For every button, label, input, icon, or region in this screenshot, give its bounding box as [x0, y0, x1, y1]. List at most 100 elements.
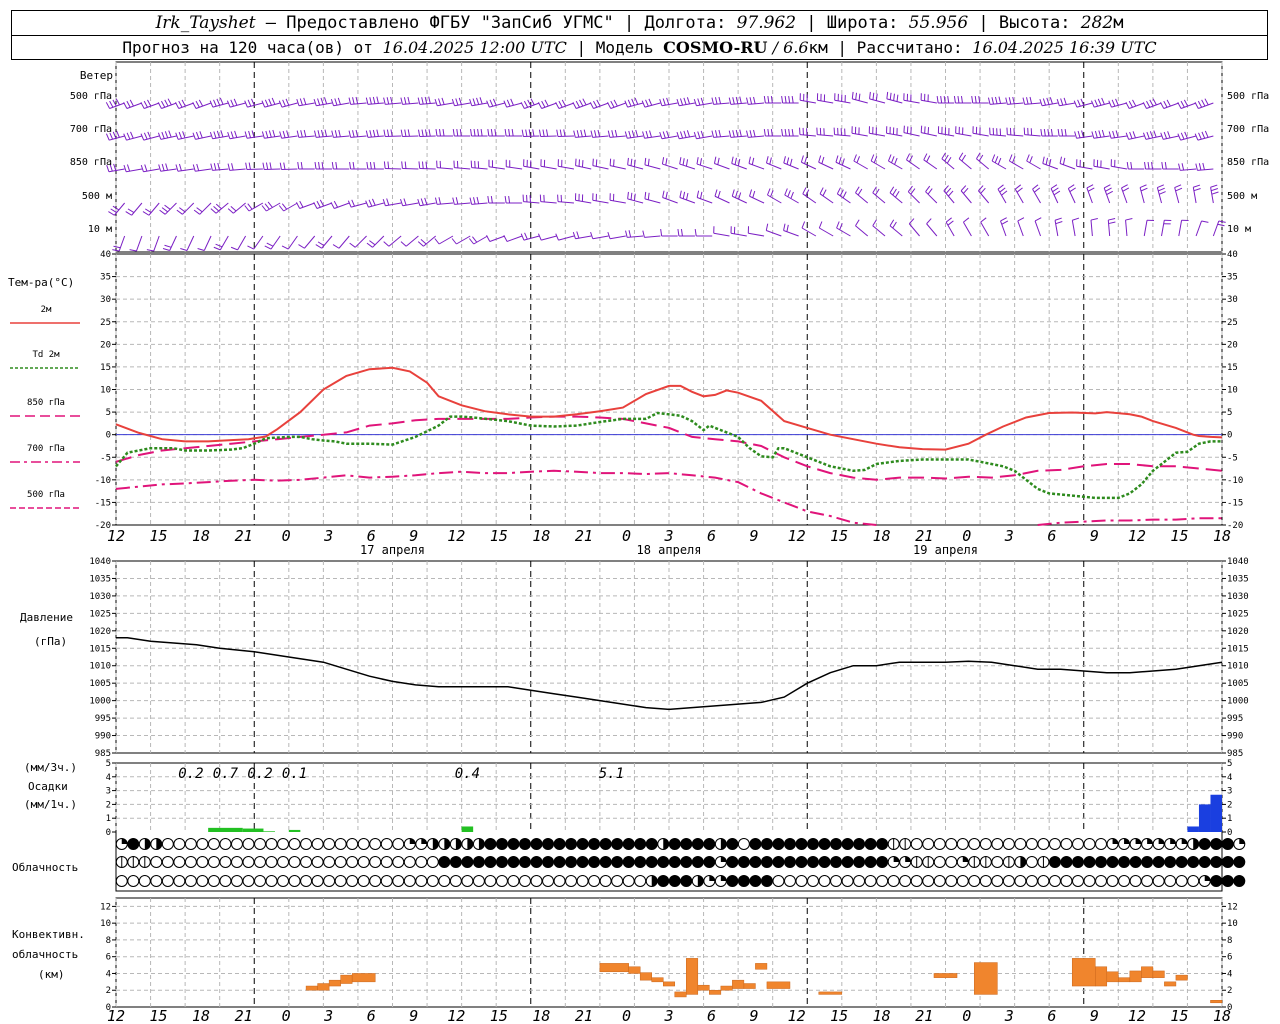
- wind-barb-flag: [161, 163, 165, 171]
- wind-barb-flag: [230, 246, 238, 251]
- pressure-ytick-label: 1015: [1227, 644, 1249, 654]
- precip-ytick-label: 5: [1227, 759, 1232, 769]
- wind-barb-flag: [895, 191, 900, 198]
- wind-barb-flag: [1181, 163, 1185, 171]
- conv-ytick-label: 4: [106, 969, 111, 979]
- wind-barb-flag: [476, 196, 480, 204]
- wind-barb: [960, 190, 972, 204]
- cloud-symbol: [357, 838, 370, 850]
- hour-tick-label-bottom: 15: [490, 1007, 508, 1024]
- wind-barb-flag: [714, 189, 718, 197]
- wind-barb-flag: [455, 98, 459, 106]
- cloud-symbol: [1152, 856, 1165, 868]
- wind-barb-flag: [590, 130, 594, 138]
- wind-barb: [1146, 102, 1162, 109]
- wind-barb: [1024, 102, 1041, 105]
- precip-ytick-label: 4: [106, 773, 111, 783]
- wind-barb-flag: [739, 96, 742, 104]
- wind-barb: [978, 190, 990, 204]
- wind-barb: [800, 99, 816, 104]
- cloud-symbol: [196, 838, 209, 850]
- wind-barb: [748, 102, 765, 105]
- wind-barb-flag: [1094, 99, 1099, 107]
- wind-barb: [402, 135, 419, 138]
- wind-barb: [264, 168, 281, 171]
- wind-barb: [852, 98, 868, 104]
- wind-barb: [593, 102, 609, 109]
- wind-barb: [938, 132, 955, 137]
- wind-barb-flag: [1142, 132, 1147, 140]
- wind-barb-flag: [781, 96, 784, 104]
- wind-barb-flag: [974, 96, 977, 104]
- wind-barb-flag: [786, 224, 789, 232]
- wind-barb: [540, 201, 557, 204]
- wind-barb-flag: [662, 98, 666, 106]
- wind-barb-flag: [386, 198, 390, 206]
- cloud-symbol: [841, 875, 854, 887]
- wind-barb-flag: [1080, 98, 1085, 106]
- conv-cloud-bar: [317, 983, 330, 991]
- wind-barb: [941, 158, 955, 170]
- cloud-symbol: [945, 875, 958, 887]
- wind-barb-flag: [998, 96, 1002, 104]
- cloud-symbol: [795, 838, 808, 850]
- wind-barb-flag: [162, 247, 170, 251]
- wind-barb-flag: [1042, 156, 1045, 164]
- wind-barb: [1076, 165, 1093, 170]
- cloud-symbol: [864, 838, 877, 850]
- cloud-symbol: [864, 875, 877, 887]
- wind-barb-flag: [960, 185, 967, 192]
- conv-cloud-bar: [1164, 981, 1177, 987]
- wind-barb-flag: [1163, 131, 1168, 139]
- wind-barb: [160, 168, 177, 172]
- cloud-symbol: [230, 875, 243, 887]
- cloud-symbol: [334, 838, 347, 850]
- conv-cloud-bar: [974, 962, 998, 995]
- wind-barb: [1197, 168, 1214, 171]
- wind-barb-flag: [335, 162, 338, 170]
- wind-barb-flag: [209, 100, 214, 108]
- wind-barb-flag: [1151, 162, 1154, 170]
- wind-barb: [350, 135, 367, 138]
- wind-barb-flag: [439, 129, 441, 137]
- cloud-symbol: [380, 838, 393, 850]
- wind-barb-flag: [633, 159, 636, 167]
- wind-barb-flag: [791, 96, 794, 104]
- wind-barb-flag: [123, 102, 128, 109]
- wind-barb-flag: [677, 229, 680, 237]
- wind-barb-flag: [279, 162, 282, 170]
- temp-ytick-label: 30: [1227, 295, 1238, 305]
- wind-barb-flag: [251, 98, 255, 106]
- hour-tick-label: 15: [490, 527, 508, 545]
- conv-cloud-bar: [651, 977, 664, 983]
- cloud-symbol: [254, 838, 267, 850]
- wind-barb: [350, 102, 367, 105]
- cloud-symbol: [1118, 856, 1131, 868]
- wind-barb: [575, 165, 592, 170]
- wind-barb: [592, 135, 609, 138]
- wind-barb-flag: [732, 97, 735, 105]
- header-station-row: Irk_Tayshet — Предоставлено ФГБУ "ЗапСиб…: [12, 11, 1267, 36]
- wind-barb-flag: [696, 157, 699, 165]
- wind-barb-flag: [1147, 162, 1150, 170]
- wind-barb-flag: [470, 129, 473, 137]
- cloud-symbol: [1141, 875, 1154, 887]
- wind-level-label: 700 гПа: [70, 124, 112, 135]
- wind-barb: [161, 102, 177, 109]
- wind-barb-flag: [1180, 100, 1185, 108]
- wind-barb-flag: [624, 131, 628, 139]
- legend-label: 850 гПа: [27, 398, 65, 408]
- wind-barb-flag: [641, 100, 646, 108]
- wind-barb: [281, 135, 298, 139]
- wind-barb-flag: [116, 130, 120, 138]
- wind-barb-flag: [767, 129, 770, 137]
- wind-barb-flag: [1121, 184, 1128, 189]
- wind-barb-flag: [372, 129, 376, 137]
- wind-barb: [229, 168, 246, 171]
- wind-barb-flag: [175, 164, 179, 172]
- wind-barb: [1125, 220, 1128, 237]
- wind-barb: [523, 235, 540, 241]
- wind-barb-flag: [317, 98, 321, 106]
- wind-barb-flag: [714, 97, 718, 105]
- cloud-symbol: [173, 875, 186, 887]
